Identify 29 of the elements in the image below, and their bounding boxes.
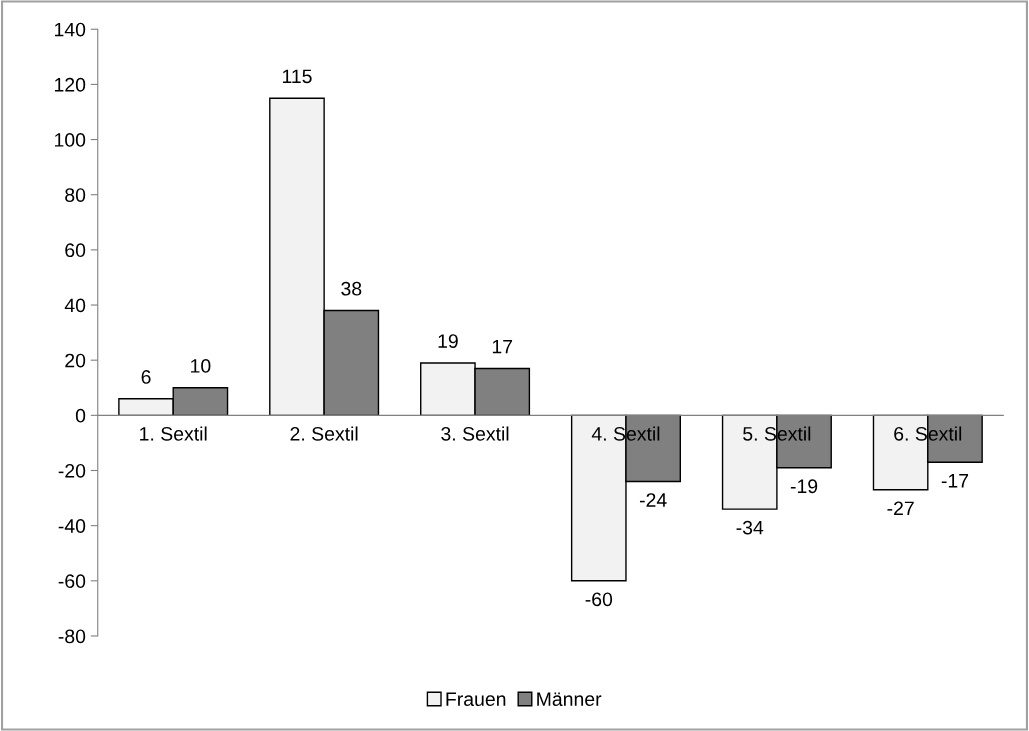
x-tick-label: 3. Sextil — [441, 426, 509, 441]
y-tick-label: 80 — [65, 188, 86, 202]
y-tick-label: 60 — [65, 243, 86, 258]
data-label: 115 — [282, 69, 312, 84]
data-label: 6 — [141, 370, 151, 384]
y-tick-label: 140 — [54, 22, 86, 37]
y-tick-label: -80 — [58, 629, 86, 644]
x-tick-label: 1. Sextil — [140, 426, 207, 441]
y-tick-label: 100 — [54, 133, 86, 147]
x-tick-label: 2. Sextil — [290, 426, 358, 441]
legend-label: Frauen — [446, 692, 506, 706]
y-tick-label: 20 — [65, 353, 86, 368]
y-tick-label: 40 — [64, 298, 86, 313]
data-label: -60 — [585, 592, 613, 607]
y-tick-label: -40 — [58, 519, 86, 533]
data-label: -19 — [790, 479, 818, 494]
y-tick-label: 120 — [54, 77, 86, 92]
legend-label: Männer — [537, 692, 602, 706]
data-label: 38 — [341, 281, 362, 296]
data-label: -27 — [887, 501, 914, 516]
data-label: -34 — [736, 520, 764, 535]
y-tick-label: 0 — [75, 408, 86, 423]
data-label: 19 — [438, 334, 458, 348]
data-label: -17 — [941, 474, 969, 488]
y-tick-label: -20 — [58, 463, 86, 478]
data-label: -24 — [639, 493, 667, 507]
y-tick-label: -60 — [58, 574, 86, 589]
data-label: 17 — [492, 339, 513, 354]
data-label: 10 — [191, 359, 211, 373]
